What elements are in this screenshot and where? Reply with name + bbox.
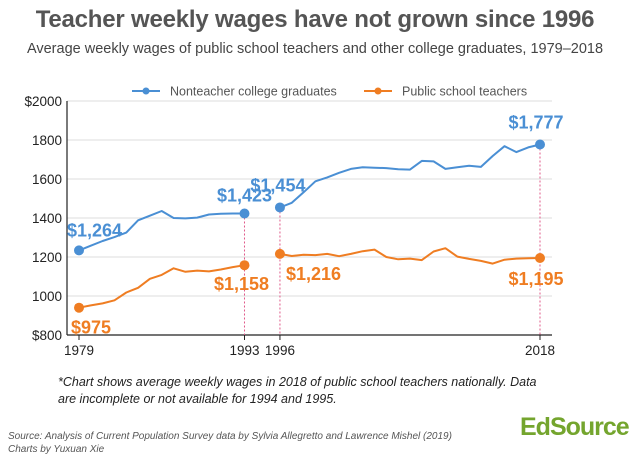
data-labels: $1,264 $1,423$1,454 $1,777 $975 $1,158 $1,216… bbox=[67, 112, 564, 337]
data-label: $975 bbox=[71, 318, 111, 338]
data-point bbox=[74, 245, 84, 256]
series-line bbox=[78, 264, 245, 309]
series-line bbox=[279, 247, 541, 265]
x-tick-label: 1979 bbox=[64, 343, 94, 358]
axes: $800 1000 1200 1400 1600 1800 $2000 1979 1993 199… bbox=[24, 94, 555, 358]
series-lines bbox=[78, 143, 541, 309]
series-line bbox=[279, 143, 541, 209]
legend: Nonteacher college graduates Public schoo… bbox=[132, 85, 527, 99]
footnote: *Chart shows average weekly wages in 201… bbox=[58, 375, 537, 406]
data-point bbox=[535, 139, 545, 150]
y-tick-label: $800 bbox=[32, 328, 62, 343]
legend-label: Public school teachers bbox=[402, 85, 527, 99]
y-tick-label: 1600 bbox=[32, 172, 62, 187]
legend-marker bbox=[142, 87, 150, 95]
data-label: $1,195 bbox=[508, 269, 563, 289]
x-tick-label: 1993 bbox=[229, 343, 259, 358]
chart-subtitle: Average weekly wages of public school te… bbox=[26, 41, 604, 57]
legend-label: Nonteacher college graduates bbox=[170, 85, 337, 99]
y-tick-label: 1400 bbox=[32, 211, 62, 226]
data-point bbox=[239, 208, 250, 219]
data-point bbox=[74, 302, 84, 313]
data-points bbox=[74, 139, 545, 313]
guide-lines bbox=[243, 144, 541, 335]
y-tick-label: 1800 bbox=[32, 133, 62, 148]
y-tick-label: 1000 bbox=[32, 289, 62, 304]
gridlines bbox=[67, 100, 552, 297]
source-note: Source: Analysis of Current Population S… bbox=[8, 430, 452, 456]
edsource-logo: EdSource bbox=[520, 413, 630, 441]
y-tick-label: 1200 bbox=[32, 250, 62, 265]
x-tick-label: 2018 bbox=[525, 343, 555, 358]
data-point bbox=[274, 202, 285, 213]
data-point bbox=[239, 260, 250, 271]
wage-line-chart: Nonteacher college graduates Public schoo… bbox=[24, 85, 564, 359]
data-label: $1,777 bbox=[508, 112, 563, 132]
credit-line: Charts by Yuxuan Xie bbox=[8, 444, 105, 455]
data-label: $1,423 bbox=[217, 186, 272, 206]
data-label: $1,454 bbox=[250, 175, 305, 195]
data-label: $1,216 bbox=[286, 264, 341, 284]
chart-title: Teacher weekly wages have not grown sinc… bbox=[35, 6, 595, 33]
y-tick-label: $2000 bbox=[24, 94, 62, 109]
series-line bbox=[78, 210, 245, 252]
data-point bbox=[274, 248, 285, 259]
data-label: $1,158 bbox=[214, 274, 269, 294]
legend-marker bbox=[374, 87, 382, 95]
data-label: $1,264 bbox=[67, 220, 122, 240]
x-tick-label: 1996 bbox=[265, 343, 295, 358]
data-point bbox=[535, 252, 545, 263]
source-line: Source: Analysis of Current Population S… bbox=[8, 431, 452, 442]
